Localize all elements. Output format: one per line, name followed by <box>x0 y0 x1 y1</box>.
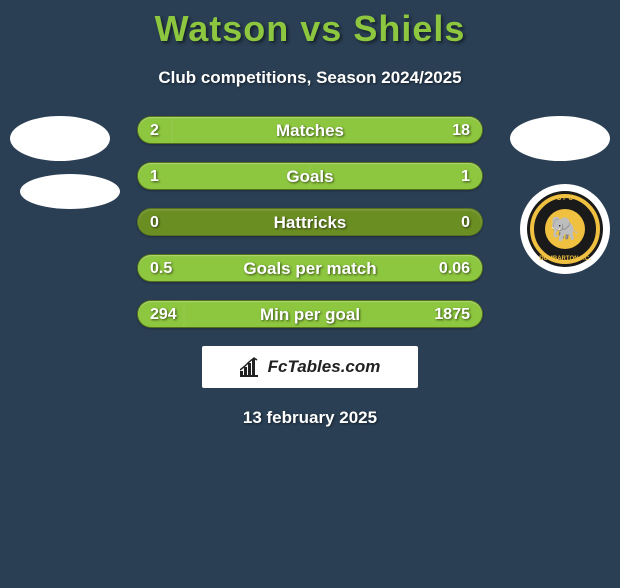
club-badge-top-text: D F C <box>557 196 573 202</box>
stat-bar: 294Min per goal1875 <box>137 300 483 328</box>
date-label: 13 february 2025 <box>0 408 620 428</box>
stat-label: Hattricks <box>138 209 482 237</box>
right-player-badge-1 <box>510 116 610 161</box>
stat-label: Goals <box>138 163 482 191</box>
club-badge-ring <box>530 194 600 264</box>
stat-value-right: 0.06 <box>439 255 470 283</box>
brand-footer[interactable]: FcTables.com <box>202 346 418 388</box>
stat-label: Min per goal <box>138 301 482 329</box>
stat-value-right: 1875 <box>434 301 470 329</box>
stat-value-right: 1 <box>461 163 470 191</box>
stat-value-right: 18 <box>452 117 470 145</box>
stats-bars: 2Matches18 1Goals1 0Hattricks0 0.5Goals per… <box>137 116 483 328</box>
stat-bar: 1Goals1 <box>137 162 483 190</box>
club-badge-inner: D F C 🐘 DUMBARTON F.C. <box>527 191 603 267</box>
brand-text: FcTables.com <box>268 357 381 377</box>
page-subtitle: Club competitions, Season 2024/2025 <box>0 68 620 88</box>
stat-label: Matches <box>138 117 482 145</box>
stat-label: Goals per match <box>138 255 482 283</box>
stat-value-right: 0 <box>461 209 470 237</box>
club-badge-bottom-text: DUMBARTON F.C. <box>539 256 591 262</box>
club-badge: D F C 🐘 DUMBARTON F.C. <box>520 184 610 274</box>
page-title: Watson vs Shiels <box>0 8 620 50</box>
chart-icon <box>240 357 262 377</box>
stat-bar: 2Matches18 <box>137 116 483 144</box>
stat-bar: 0.5Goals per match0.06 <box>137 254 483 282</box>
comparison-panel: D F C 🐘 DUMBARTON F.C. 2Matches181Goals1… <box>0 116 620 428</box>
stat-bar: 0Hattricks0 <box>137 208 483 236</box>
left-player-badge-2 <box>20 174 120 209</box>
left-player-badge-1 <box>10 116 110 161</box>
